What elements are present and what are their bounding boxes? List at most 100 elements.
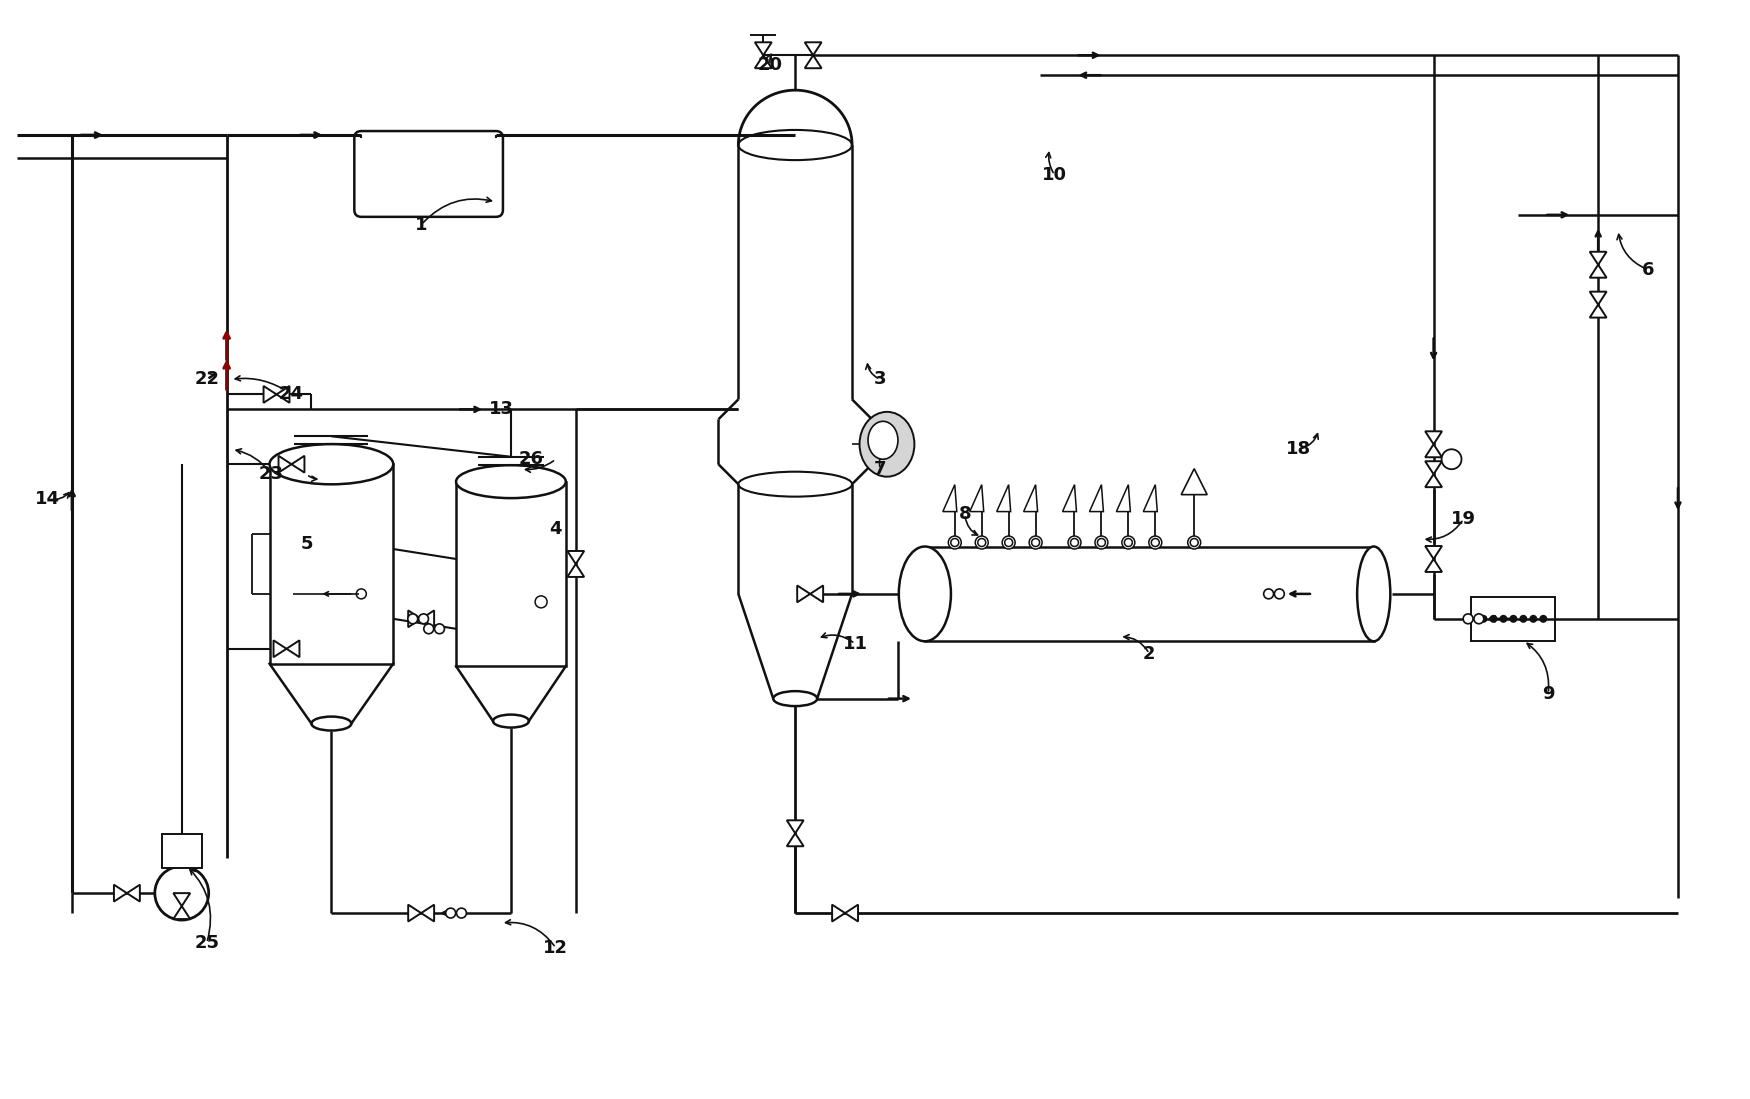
- Circle shape: [1474, 614, 1484, 624]
- Polygon shape: [567, 551, 584, 564]
- Text: 7: 7: [873, 460, 886, 478]
- Text: 24: 24: [278, 386, 304, 403]
- Circle shape: [434, 624, 444, 634]
- Polygon shape: [810, 586, 822, 602]
- Circle shape: [1097, 539, 1106, 546]
- Polygon shape: [1424, 559, 1442, 571]
- Text: 2: 2: [1143, 645, 1155, 663]
- Text: 8: 8: [959, 506, 971, 523]
- Circle shape: [418, 614, 429, 624]
- Polygon shape: [845, 904, 858, 921]
- FancyBboxPatch shape: [270, 464, 394, 664]
- Circle shape: [1003, 536, 1015, 550]
- Circle shape: [1540, 614, 1547, 623]
- Polygon shape: [1589, 265, 1606, 278]
- Text: 13: 13: [488, 400, 513, 419]
- Polygon shape: [831, 904, 845, 921]
- Text: 5: 5: [301, 535, 313, 553]
- Polygon shape: [264, 386, 276, 403]
- Circle shape: [446, 908, 455, 918]
- Circle shape: [950, 539, 959, 546]
- Ellipse shape: [900, 546, 950, 642]
- FancyBboxPatch shape: [161, 834, 201, 868]
- Text: 23: 23: [259, 465, 284, 484]
- Polygon shape: [1024, 485, 1038, 512]
- Polygon shape: [798, 586, 810, 602]
- Polygon shape: [1424, 444, 1442, 457]
- Text: 10: 10: [1041, 166, 1068, 184]
- Circle shape: [1530, 614, 1536, 623]
- Circle shape: [1148, 536, 1162, 550]
- Circle shape: [1479, 614, 1488, 623]
- Polygon shape: [114, 885, 128, 901]
- Polygon shape: [788, 820, 803, 833]
- Polygon shape: [1424, 474, 1442, 487]
- Text: 11: 11: [842, 635, 868, 653]
- FancyBboxPatch shape: [1472, 597, 1556, 641]
- Polygon shape: [292, 456, 304, 473]
- Circle shape: [357, 589, 366, 599]
- Ellipse shape: [493, 714, 528, 728]
- Polygon shape: [567, 564, 584, 577]
- Polygon shape: [1589, 304, 1606, 318]
- Polygon shape: [1589, 291, 1606, 304]
- Circle shape: [975, 536, 989, 550]
- Text: 20: 20: [758, 56, 782, 75]
- Circle shape: [1122, 536, 1134, 550]
- Circle shape: [1029, 536, 1041, 550]
- Polygon shape: [276, 386, 289, 403]
- Text: 14: 14: [35, 490, 60, 508]
- Circle shape: [949, 536, 961, 550]
- Ellipse shape: [1358, 546, 1390, 642]
- Polygon shape: [1424, 431, 1442, 444]
- Polygon shape: [1143, 485, 1157, 512]
- Polygon shape: [422, 610, 434, 628]
- FancyBboxPatch shape: [457, 481, 565, 666]
- Circle shape: [1500, 614, 1507, 623]
- Circle shape: [1463, 614, 1474, 624]
- Circle shape: [1068, 536, 1082, 550]
- Polygon shape: [1090, 485, 1104, 512]
- Text: 9: 9: [1542, 685, 1554, 702]
- Polygon shape: [278, 456, 292, 473]
- Ellipse shape: [738, 471, 852, 497]
- Ellipse shape: [270, 444, 394, 485]
- Polygon shape: [805, 55, 821, 68]
- Ellipse shape: [774, 691, 817, 706]
- Circle shape: [424, 624, 434, 634]
- Polygon shape: [1116, 485, 1130, 512]
- Circle shape: [1510, 614, 1517, 623]
- Polygon shape: [408, 610, 422, 628]
- Circle shape: [1004, 539, 1013, 546]
- Text: 12: 12: [542, 939, 569, 957]
- Text: 4: 4: [550, 520, 562, 539]
- Polygon shape: [788, 833, 803, 846]
- Circle shape: [536, 596, 548, 608]
- Polygon shape: [1424, 462, 1442, 474]
- Circle shape: [1274, 589, 1284, 599]
- Polygon shape: [1589, 252, 1606, 265]
- Circle shape: [1152, 539, 1158, 546]
- Polygon shape: [754, 55, 772, 68]
- Ellipse shape: [859, 412, 915, 477]
- Circle shape: [1124, 539, 1132, 546]
- Text: 6: 6: [1642, 260, 1654, 279]
- Circle shape: [1190, 539, 1199, 546]
- Text: 19: 19: [1451, 510, 1475, 529]
- Circle shape: [1264, 589, 1274, 599]
- Polygon shape: [408, 904, 422, 921]
- Circle shape: [1096, 536, 1108, 550]
- Circle shape: [1519, 614, 1528, 623]
- Polygon shape: [943, 485, 957, 512]
- Polygon shape: [805, 42, 821, 55]
- Circle shape: [408, 614, 418, 624]
- Text: 26: 26: [518, 451, 542, 468]
- Polygon shape: [970, 485, 984, 512]
- Text: 3: 3: [873, 370, 886, 388]
- Ellipse shape: [312, 717, 352, 731]
- Polygon shape: [997, 485, 1011, 512]
- Ellipse shape: [868, 421, 898, 459]
- Polygon shape: [173, 906, 191, 919]
- Polygon shape: [1181, 468, 1207, 495]
- Polygon shape: [754, 42, 772, 55]
